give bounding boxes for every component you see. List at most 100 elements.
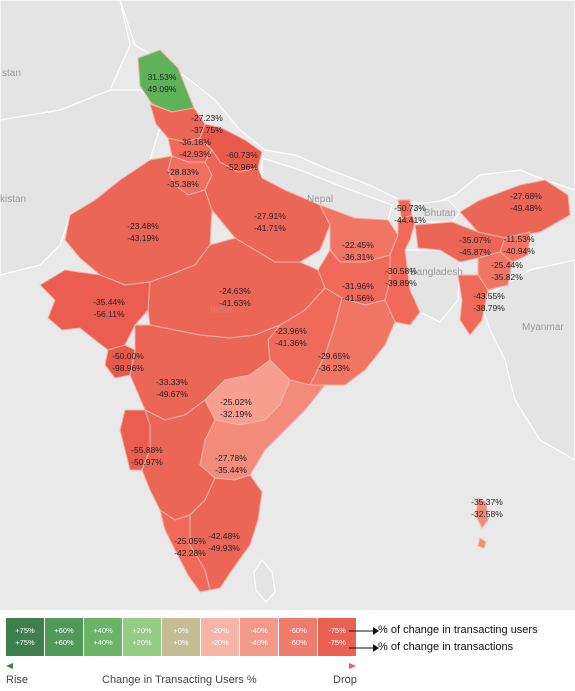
legend-swatch-transactions: +75% — [15, 638, 35, 647]
value-goa-users: -55.88% — [131, 445, 163, 455]
value-sikkim-users: -50.73% — [394, 203, 426, 213]
legend-swatch: -40% -40% — [240, 618, 279, 656]
place-label-myanmar: Myanmar — [522, 322, 564, 333]
land-srilanka — [253, 558, 276, 603]
value-andaman-transactions: -32.58% — [471, 509, 503, 519]
value-maharashtra-users: -33.33% — [156, 377, 188, 387]
value-chhattisgarh-transactions: -41.36% — [275, 338, 307, 348]
legend-notes: % of change in transacting users % of ch… — [378, 622, 538, 656]
value-tripura-transactions: -38.79% — [473, 303, 505, 313]
legend-swatch-users: +0% — [173, 626, 189, 635]
legend-drop-label: Drop — [333, 674, 357, 686]
legend-swatch-transactions: -20% — [211, 638, 229, 647]
value-punjab-transactions: -42.93% — [179, 149, 211, 159]
place-label-kistan: kistan — [0, 194, 26, 205]
value-haryana-transactions: -35.38% — [167, 179, 199, 189]
value-dadra-users: -50.00% — [112, 351, 144, 361]
value-nagaland-transactions: -40.94% — [503, 246, 535, 256]
value-arunachal-transactions: -49.48% — [510, 203, 542, 213]
legend-axis-title: Change in Transacting Users % — [102, 674, 257, 686]
region-odisha — [309, 297, 396, 386]
place-label-india: India — [210, 305, 232, 316]
legend-pointer-arrows — [349, 627, 379, 652]
value-bihar-transactions: -36.31% — [342, 252, 374, 262]
value-assam-transactions: -45.87% — [459, 247, 491, 257]
region-tripura-mizoram — [457, 274, 489, 336]
place-label-bangladesh: Bangladesh — [410, 267, 463, 278]
legend-swatch-users: +60% — [54, 626, 74, 635]
legend-swatch-users: +40% — [93, 626, 113, 635]
legend-swatch-users: +75% — [15, 626, 35, 635]
value-ladakh-users: 31.53% — [148, 72, 177, 82]
region-uttar-pradesh — [204, 149, 331, 263]
value-jharkhand-users: -31.96% — [342, 281, 374, 291]
value-west-bengal-transactions: -39.89% — [385, 278, 417, 288]
land-myanmar — [479, 259, 575, 461]
legend-swatch-users: -60% — [289, 626, 307, 635]
value-andaman-users: -35.37% — [471, 497, 503, 507]
value-uttarakhand-users: -60.73% — [226, 150, 258, 160]
region-andaman-nicobar — [475, 497, 489, 549]
value-telangana-transactions: -32.19% — [220, 409, 252, 419]
value-tamil-nadu-transactions: -49.93% — [208, 543, 240, 553]
value-jharkhand-transactions: -41.56% — [342, 293, 374, 303]
legend-swatch-transactions: -75% — [328, 638, 346, 647]
value-chhattisgarh-users: -23.96% — [275, 326, 307, 336]
value-uttarakhand-transactions: -52.96% — [226, 162, 258, 172]
value-andhra-users: -27.78% — [215, 453, 247, 463]
region-shapes — [39, 49, 571, 593]
value-tripura-users: -43.55% — [473, 291, 505, 301]
legend-swatch-transactions: +0% — [173, 638, 189, 647]
value-uttar-pradesh-transactions: -41.71% — [254, 223, 286, 233]
legend-swatch-users: -75% — [328, 626, 346, 635]
legend-note-users: % of change in transacting users — [378, 624, 538, 636]
legend-swatch: -60% -60% — [279, 618, 318, 656]
legend-swatch-users: -40% — [250, 626, 268, 635]
value-rajasthan-transactions: -43.19% — [127, 233, 159, 243]
legend-swatch-transactions: +20% — [132, 638, 152, 647]
legend-swatch-transactions: +60% — [54, 638, 74, 647]
value-west-bengal-users: -30.58% — [385, 266, 417, 276]
legend-swatch-users: -20% — [211, 626, 229, 635]
value-madhya-pradesh-users: -24.63% — [219, 286, 251, 296]
legend-swatch: -75% -75% — [318, 618, 357, 656]
value-madhya-pradesh-transactions: -41.63% — [219, 298, 251, 308]
value-kerala-users: -25.05% — [174, 536, 206, 546]
legend-swatch: +60% +60% — [45, 618, 84, 656]
place-label-bhutan: Bhutan — [424, 208, 456, 219]
value-ladakh-transactions: 49.09% — [148, 84, 177, 94]
legend-swatch-users: +20% — [132, 626, 152, 635]
value-andhra-transactions: -35.44% — [215, 465, 247, 475]
legend-scale-axis: Rise Change in Transacting Users % Drop — [6, 662, 357, 688]
value-assam-users: -35.07% — [459, 235, 491, 245]
value-telangana-users: -25.02% — [220, 397, 252, 407]
value-gujarat-users: -35.44% — [93, 297, 125, 307]
value-punjab-users: -36.18% — [179, 137, 211, 147]
legend-swatch: +0% +0% — [162, 618, 201, 656]
legend-swatch: +20% +20% — [123, 618, 162, 656]
value-tamil-nadu-users: -42.48% — [208, 531, 240, 541]
legend-swatch: -20% -20% — [201, 618, 240, 656]
legend-swatch-transactions: -60% — [289, 638, 307, 647]
region-nagaland — [499, 231, 531, 263]
place-label-stan: stan — [2, 68, 21, 79]
place-label-nepal: Nepal — [307, 194, 333, 205]
value-kerala-transactions: -42.28% — [174, 548, 206, 558]
india-choropleth-map: stan kistan Nepal Bhutan Bangladesh Myan… — [0, 0, 575, 610]
legend-swatch-transactions: -40% — [250, 638, 268, 647]
color-legend: +75% +75% +60% +60% +40% +40% +20% +20% +0% +… — [6, 618, 357, 656]
value-goa-transactions: -50.97% — [131, 457, 163, 467]
value-himachal-users: -27.23% — [191, 113, 223, 123]
value-uttar-pradesh-users: -27.91% — [254, 211, 286, 221]
value-arunachal-users: -27.68% — [510, 191, 542, 201]
value-manipur-transactions: -35.82% — [491, 272, 523, 282]
value-gujarat-transactions: -56.11% — [93, 309, 124, 319]
value-himachal-transactions: -37.75% — [191, 125, 223, 135]
land-afghanistan — [0, 0, 131, 121]
legend-swatch: +40% +40% — [84, 618, 123, 656]
value-manipur-users: -25.44% — [491, 260, 523, 270]
legend-swatch: +75% +75% — [6, 618, 45, 656]
legend-note-transactions: % of change in transactions — [378, 641, 514, 653]
value-odisha-users: -29.65% — [318, 351, 350, 361]
value-odisha-transactions: -36.23% — [318, 363, 350, 373]
